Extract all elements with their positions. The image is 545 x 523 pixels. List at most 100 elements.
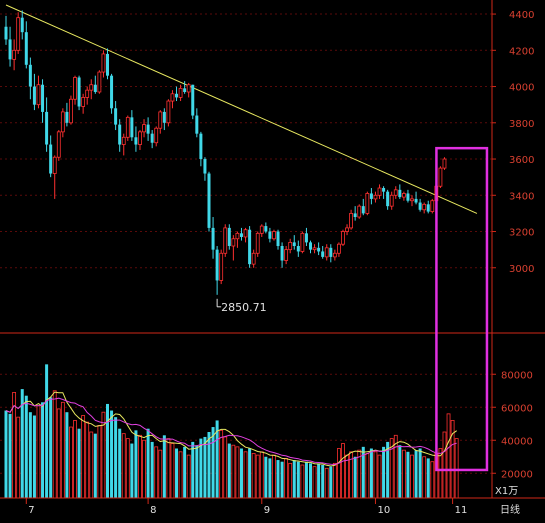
candle-body bbox=[121, 136, 126, 145]
price-tick-label: 3200 bbox=[509, 228, 534, 239]
candle-body bbox=[8, 39, 12, 60]
volume-bar bbox=[454, 438, 459, 499]
price-tick-label: 3400 bbox=[509, 191, 534, 202]
month-label: 7 bbox=[28, 505, 34, 516]
volume-bar bbox=[8, 413, 12, 498]
volume-bar bbox=[418, 448, 422, 498]
low-annotation-label: 2850.71 bbox=[221, 301, 267, 314]
volume-bar bbox=[332, 462, 337, 499]
volume-bar bbox=[248, 448, 252, 498]
volume-bar bbox=[426, 458, 430, 498]
volume-bar bbox=[110, 410, 114, 498]
volume-bar bbox=[235, 446, 240, 499]
candle-body bbox=[353, 213, 357, 218]
volume-bar bbox=[361, 446, 365, 498]
volume-bar bbox=[215, 420, 219, 498]
candle-body bbox=[93, 84, 97, 92]
candle-body bbox=[106, 53, 109, 76]
candle-body bbox=[36, 84, 41, 106]
candle-body bbox=[134, 137, 138, 145]
candle-body bbox=[317, 247, 321, 252]
candle-body bbox=[16, 17, 21, 51]
candle-body bbox=[158, 111, 163, 129]
volume-bar bbox=[300, 464, 305, 499]
candle-body bbox=[329, 247, 333, 257]
candle-body bbox=[292, 242, 296, 247]
volume-bar bbox=[292, 460, 296, 498]
volume-bar bbox=[398, 445, 402, 498]
volume-bar bbox=[442, 431, 447, 499]
volume-bar bbox=[304, 461, 308, 498]
candle-body bbox=[231, 238, 236, 247]
candle-body bbox=[69, 98, 73, 124]
candle-body bbox=[251, 252, 256, 265]
volume-bar bbox=[430, 461, 435, 499]
candle-body bbox=[219, 252, 224, 281]
candle-body bbox=[211, 227, 215, 250]
volume-bar bbox=[4, 410, 8, 498]
volume-bar bbox=[207, 432, 211, 498]
volume-bar bbox=[28, 412, 32, 498]
candle-body bbox=[65, 111, 69, 123]
candle-body bbox=[20, 17, 24, 33]
candle-body bbox=[312, 247, 317, 251]
volume-bar bbox=[259, 451, 264, 499]
volume-bar bbox=[284, 457, 289, 499]
volume-bar bbox=[329, 466, 333, 498]
candle-body bbox=[259, 225, 264, 234]
candle-body bbox=[138, 131, 142, 145]
volume-bar bbox=[150, 441, 154, 498]
candle-body bbox=[60, 111, 65, 133]
candle-body bbox=[398, 189, 402, 198]
candle-body bbox=[438, 167, 443, 187]
volume-bar bbox=[158, 449, 163, 499]
volume-bar bbox=[60, 401, 65, 499]
volume-bar bbox=[166, 438, 171, 499]
candle-body bbox=[389, 194, 394, 207]
volume-bar bbox=[154, 446, 159, 499]
candle-body bbox=[255, 232, 260, 254]
candle-body bbox=[345, 227, 349, 232]
volume-bar bbox=[45, 364, 49, 498]
volume-bar bbox=[341, 443, 345, 499]
candle-body bbox=[422, 203, 427, 211]
candle-body bbox=[332, 252, 337, 258]
volume-bar bbox=[406, 451, 410, 498]
volume-bar bbox=[345, 454, 349, 499]
volume-bar bbox=[272, 454, 276, 499]
candle-body bbox=[114, 108, 118, 125]
volume-tick-label: 20000 bbox=[501, 469, 533, 480]
price-tick-label: 3800 bbox=[509, 119, 534, 130]
candle-body bbox=[183, 88, 187, 92]
volume-bar bbox=[251, 453, 256, 499]
volume-bar bbox=[401, 449, 406, 499]
candle-body bbox=[215, 249, 219, 281]
volume-bar bbox=[41, 402, 45, 498]
candle-body bbox=[324, 247, 329, 258]
volume-bar bbox=[203, 436, 207, 498]
candle-body bbox=[369, 193, 373, 199]
candle-body bbox=[272, 231, 276, 240]
volume-bar bbox=[130, 443, 134, 498]
volume-bar bbox=[81, 415, 86, 499]
candle-body bbox=[81, 97, 86, 107]
price-tick-label: 4000 bbox=[509, 83, 534, 94]
volume-ma-long-line bbox=[5, 397, 457, 466]
candle-body bbox=[373, 194, 378, 200]
candle-body bbox=[280, 246, 284, 261]
chart-frame bbox=[0, 0, 545, 499]
volume-bar bbox=[373, 451, 378, 499]
candle-body bbox=[284, 249, 289, 261]
candle-body bbox=[130, 117, 134, 138]
volume-bar bbox=[365, 453, 370, 499]
volume-bar bbox=[175, 448, 179, 498]
volume-bar bbox=[77, 428, 81, 498]
candle-body bbox=[45, 111, 49, 145]
volume-bar bbox=[97, 424, 102, 499]
candle-body bbox=[49, 144, 53, 174]
candle-body bbox=[178, 87, 183, 98]
candles bbox=[4, 10, 447, 295]
volume-bar bbox=[243, 451, 248, 499]
candle-body bbox=[150, 133, 154, 143]
candle-body bbox=[77, 77, 81, 107]
